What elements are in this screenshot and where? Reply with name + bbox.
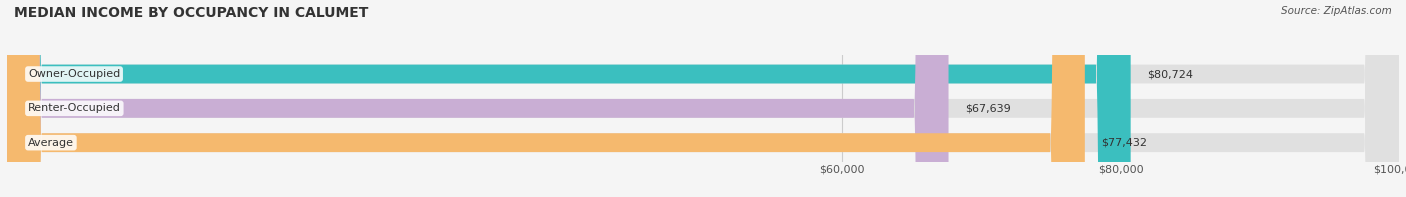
FancyBboxPatch shape (7, 0, 1399, 197)
FancyBboxPatch shape (7, 0, 1085, 197)
Text: Average: Average (28, 138, 75, 148)
Text: MEDIAN INCOME BY OCCUPANCY IN CALUMET: MEDIAN INCOME BY OCCUPANCY IN CALUMET (14, 6, 368, 20)
Text: $67,639: $67,639 (966, 103, 1011, 113)
Text: Renter-Occupied: Renter-Occupied (28, 103, 121, 113)
Text: $80,724: $80,724 (1147, 69, 1194, 79)
FancyBboxPatch shape (7, 0, 949, 197)
Text: Source: ZipAtlas.com: Source: ZipAtlas.com (1281, 6, 1392, 16)
Text: Owner-Occupied: Owner-Occupied (28, 69, 120, 79)
FancyBboxPatch shape (7, 0, 1399, 197)
Text: $77,432: $77,432 (1101, 138, 1147, 148)
FancyBboxPatch shape (7, 0, 1130, 197)
FancyBboxPatch shape (7, 0, 1399, 197)
